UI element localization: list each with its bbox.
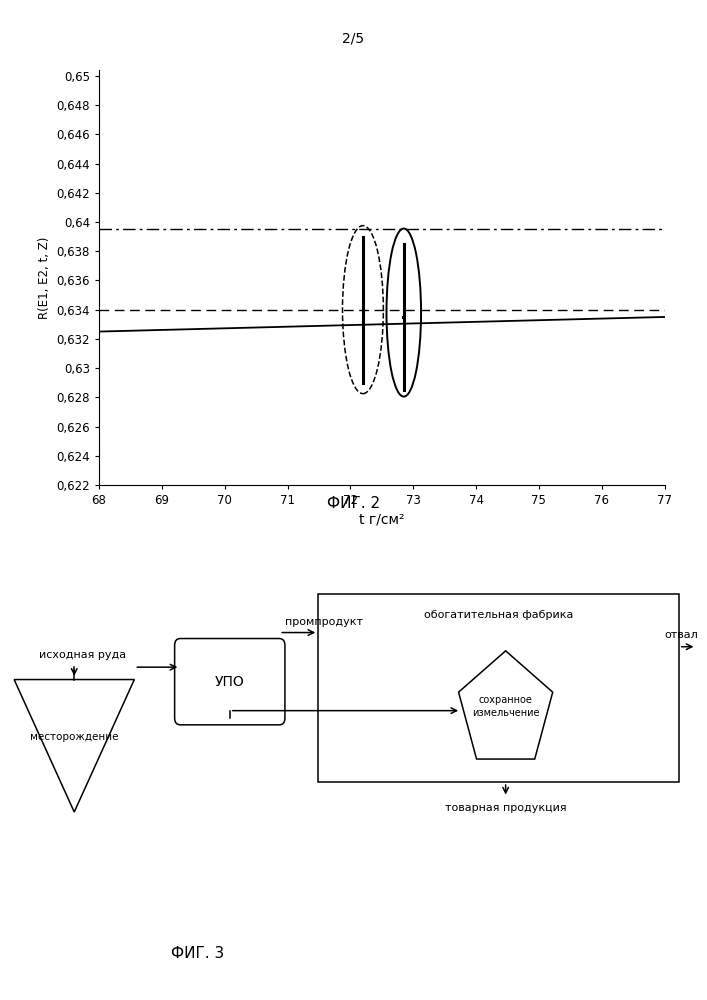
Text: исходная руда: исходная руда	[39, 650, 126, 660]
Text: отвал: отвал	[665, 630, 699, 640]
Text: 2/5: 2/5	[342, 32, 365, 46]
Text: товарная продукция: товарная продукция	[445, 803, 566, 813]
Text: ФИГ. 2: ФИГ. 2	[327, 495, 380, 510]
Text: промпродукт: промпродукт	[285, 617, 363, 627]
Text: сохранное
измельчение: сохранное измельчение	[472, 695, 539, 718]
Text: ФИГ. 3: ФИГ. 3	[171, 946, 225, 960]
X-axis label: t г/см²: t г/см²	[359, 513, 404, 527]
Text: обогатительная фабрика: обогатительная фабрика	[423, 610, 573, 620]
Bar	[318, 594, 679, 782]
Y-axis label: R(E1, E2, t, Z): R(E1, E2, t, Z)	[37, 236, 51, 319]
Text: УПО: УПО	[215, 675, 245, 689]
Text: месторождение: месторождение	[30, 732, 119, 742]
